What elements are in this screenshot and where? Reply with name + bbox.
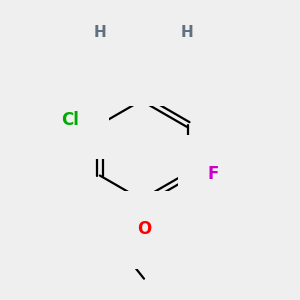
Text: Cl: Cl (61, 111, 79, 129)
Text: F: F (208, 165, 219, 183)
Text: H: H (94, 25, 107, 40)
Text: O: O (137, 220, 151, 238)
Text: O: O (111, 34, 126, 52)
Text: B: B (137, 56, 151, 74)
Text: H: H (181, 25, 194, 40)
Text: O: O (162, 34, 177, 52)
